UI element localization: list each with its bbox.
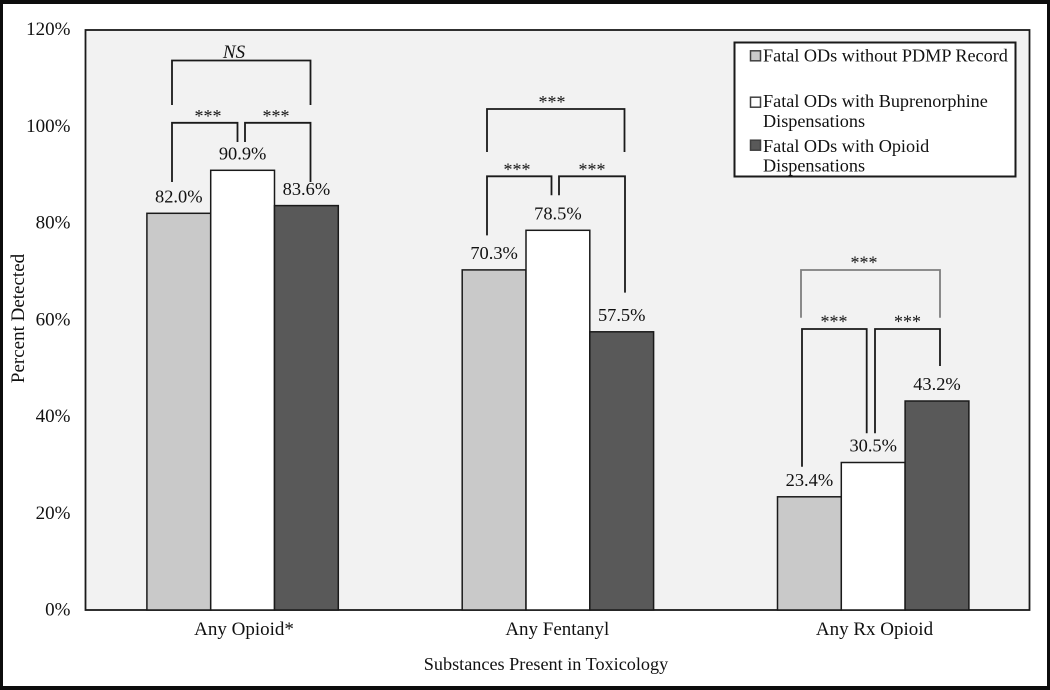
svg-text:***: ***: [195, 106, 222, 126]
svg-text:***: ***: [579, 160, 606, 180]
svg-text:30.5%: 30.5%: [849, 436, 897, 456]
svg-text:43.2%: 43.2%: [913, 374, 961, 394]
svg-text:57.5%: 57.5%: [598, 305, 646, 325]
svg-text:23.4%: 23.4%: [786, 470, 834, 490]
svg-text:***: ***: [504, 160, 531, 180]
svg-text:Substances Present in Toxicolo: Substances Present in Toxicology: [424, 654, 669, 674]
svg-text:Dispensations: Dispensations: [763, 156, 865, 176]
svg-text:Dispensations: Dispensations: [763, 111, 865, 131]
svg-text:Fatal ODs with Opioid: Fatal ODs with Opioid: [763, 136, 929, 156]
svg-text:82.0%: 82.0%: [155, 187, 203, 207]
svg-text:Fatal ODs without PDMP Record: Fatal ODs without PDMP Record: [763, 45, 1008, 65]
svg-text:120%: 120%: [26, 19, 71, 40]
svg-text:78.5%: 78.5%: [534, 204, 582, 224]
svg-text:0%: 0%: [45, 600, 71, 621]
svg-text:Percent Detected: Percent Detected: [8, 253, 29, 383]
svg-text:***: ***: [894, 312, 921, 332]
svg-text:83.6%: 83.6%: [283, 179, 331, 199]
svg-text:***: ***: [821, 312, 848, 332]
svg-text:100%: 100%: [26, 116, 71, 137]
svg-text:***: ***: [851, 253, 878, 273]
svg-text:60%: 60%: [36, 309, 71, 330]
svg-text:Any Opioid*: Any Opioid*: [194, 619, 294, 640]
svg-text:90.9%: 90.9%: [219, 144, 267, 164]
svg-text:40%: 40%: [36, 406, 71, 427]
svg-text:***: ***: [263, 106, 290, 126]
svg-text:Any Rx Opioid: Any Rx Opioid: [816, 619, 934, 640]
svg-text:80%: 80%: [36, 213, 71, 234]
svg-text:20%: 20%: [36, 503, 71, 524]
svg-text:***: ***: [539, 92, 566, 112]
svg-text:70.3%: 70.3%: [470, 243, 518, 263]
svg-text:NS: NS: [222, 42, 246, 63]
svg-text:Any Fentanyl: Any Fentanyl: [505, 619, 609, 640]
svg-text:Fatal ODs with Buprenorphine: Fatal ODs with Buprenorphine: [763, 91, 988, 111]
